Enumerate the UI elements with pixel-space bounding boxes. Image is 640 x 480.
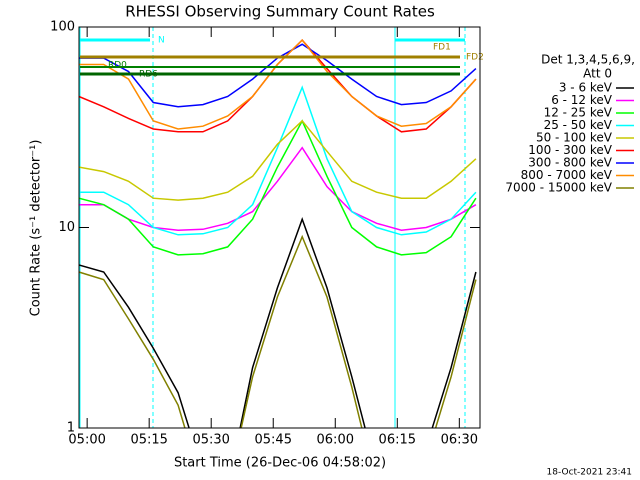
legend-label: 300 - 800 keV [528, 156, 612, 170]
x-tick-label: 06:30 [441, 433, 478, 448]
series-line [79, 216, 477, 428]
series-line [79, 38, 477, 130]
x-tick-label: 06:00 [317, 433, 354, 448]
legend-label: 800 - 7000 keV [521, 168, 613, 182]
series-line [79, 234, 477, 428]
series-line [79, 119, 477, 201]
annotation: N [158, 36, 165, 46]
x-tick-label: 06:15 [379, 433, 416, 448]
x-tick-label: 05:15 [130, 433, 167, 448]
legend-label: 25 - 50 keV [544, 118, 613, 132]
annotation: RD0 [108, 61, 127, 71]
legend-label: 100 - 300 keV [528, 143, 612, 157]
legend-label: 12 - 25 keV [544, 106, 613, 120]
annotation: RD6 [139, 70, 158, 80]
x-tick-label: 05:45 [255, 433, 292, 448]
timestamp: 18-Oct-2021 23:41 [547, 468, 632, 478]
plot-area [79, 27, 477, 428]
y-tick-label: 10 [58, 220, 75, 235]
legend-title: Det 1,3,4,5,6,9, [541, 53, 635, 67]
legend-label: 6 - 12 keV [551, 93, 613, 107]
overlay: N RD0 RD6 FD1 FD2 [80, 36, 484, 80]
x-tick-label: 05:00 [68, 433, 105, 448]
y-tick-label: 1 [67, 421, 75, 436]
annotation: FD1 [433, 43, 451, 53]
series-line [79, 85, 477, 236]
chart-title: RHESSI Observing Summary Count Rates [125, 3, 435, 21]
legend-label: 3 - 6 keV [559, 81, 613, 95]
x-tick-label: 05:30 [192, 433, 229, 448]
annotation: FD2 [466, 53, 484, 63]
x-axis-label: Start Time (26-Dec-06 04:58:02) [174, 456, 386, 471]
y-tick-label: 100 [50, 20, 75, 35]
legend-label: 7000 - 15000 keV [505, 181, 612, 195]
y-axis-label: Count Rate (s⁻¹ detector⁻¹) [29, 140, 44, 317]
legend-label: 50 - 100 keV [536, 131, 613, 145]
legend-title: Att 0 [583, 67, 612, 81]
series-line [79, 119, 477, 256]
series-line [79, 146, 477, 231]
